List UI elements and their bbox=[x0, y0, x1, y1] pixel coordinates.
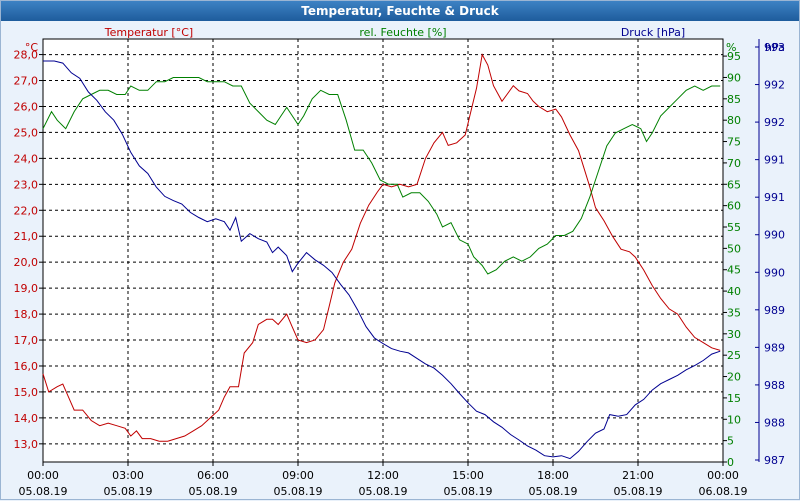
humidity-tick-label: 15 bbox=[727, 392, 741, 405]
pressure-tick-label: 991 bbox=[764, 191, 785, 204]
x-tick-date: 06.08.19 bbox=[699, 485, 748, 498]
x-tick-time: 12:00 bbox=[367, 469, 399, 482]
humidity-tick-label: 20 bbox=[727, 371, 741, 384]
temp-tick-label: 26,0 bbox=[14, 100, 39, 113]
humidity-tick-label: 70 bbox=[727, 157, 741, 170]
x-tick-time: 18:00 bbox=[537, 469, 569, 482]
humidity-tick-label: 45 bbox=[727, 264, 741, 277]
axis-layer: 00:00 05.08.19 03:00 05.08.19 06:00 05.08.19 0… bbox=[14, 39, 785, 498]
temp-tick-label: 21,0 bbox=[14, 230, 39, 243]
temp-tick-label: 20,0 bbox=[14, 256, 39, 269]
pressure-tick-label: 988 bbox=[764, 379, 785, 392]
series-layer bbox=[42, 53, 721, 460]
temp-tick-label: 15,0 bbox=[14, 386, 39, 399]
temp-tick-label: 17,0 bbox=[14, 334, 39, 347]
temp-tick-label: 27,0 bbox=[14, 75, 39, 88]
humidity-tick-label: 75 bbox=[727, 136, 741, 149]
humidity-tick-label: 0 bbox=[727, 456, 734, 469]
temperature-series-line bbox=[42, 53, 721, 442]
pressure-tick-label: 992 bbox=[764, 79, 785, 92]
humidity-axis-label: rel. Feuchte [%] bbox=[359, 26, 446, 39]
pressure-tick-label: 989 bbox=[764, 341, 785, 354]
x-tick-time: 06:00 bbox=[197, 469, 229, 482]
temp-tick-label: 24,0 bbox=[14, 152, 39, 165]
pressure-tick-label: 992 bbox=[764, 116, 785, 129]
x-tick-date: 05.08.19 bbox=[19, 485, 68, 498]
pressure-tick-label: 987 bbox=[764, 454, 785, 467]
x-tick-time: 09:00 bbox=[282, 469, 314, 482]
pressure-series-line bbox=[43, 60, 721, 460]
pressure-tick-label: 991 bbox=[764, 154, 785, 167]
temperature-unit: °C bbox=[25, 41, 39, 54]
temp-tick-label: 28,0 bbox=[14, 49, 39, 62]
grid-lines bbox=[43, 39, 723, 462]
humidity-tick-label: 80 bbox=[727, 114, 741, 127]
temp-tick-label: 16,0 bbox=[14, 360, 39, 373]
x-tick-date: 05.08.19 bbox=[614, 485, 663, 498]
x-tick-time: 03:00 bbox=[112, 469, 144, 482]
x-tick-time: 21:00 bbox=[622, 469, 654, 482]
temp-tick-label: 18,0 bbox=[14, 308, 39, 321]
pressure-tick-label: 990 bbox=[764, 229, 785, 242]
x-tick-date: 05.08.19 bbox=[274, 485, 323, 498]
temp-tick-label: 23,0 bbox=[14, 178, 39, 191]
humidity-tick-label: 30 bbox=[727, 328, 741, 341]
humidity-tick-label: 25 bbox=[727, 349, 741, 362]
pressure-unit: hPa bbox=[765, 41, 785, 54]
x-tick-date: 05.08.19 bbox=[104, 485, 153, 498]
humidity-tick-label: 35 bbox=[727, 306, 741, 319]
humidity-series-line bbox=[42, 77, 721, 275]
x-tick-time: 00:00 bbox=[27, 469, 59, 482]
humidity-tick-label: 95 bbox=[727, 50, 741, 63]
x-tick-time: 00:00 bbox=[707, 469, 739, 482]
temp-tick-label: 14,0 bbox=[14, 412, 39, 425]
temp-tick-label: 19,0 bbox=[14, 282, 39, 295]
temp-tick-label: 25,0 bbox=[14, 126, 39, 139]
humidity-tick-label: 90 bbox=[727, 71, 741, 84]
x-tick-date: 05.08.19 bbox=[359, 485, 408, 498]
humidity-tick-label: 65 bbox=[727, 178, 741, 191]
window-title: Temperatur, Feuchte & Druck bbox=[1, 1, 799, 21]
pressure-tick-label: 988 bbox=[764, 416, 785, 429]
humidity-tick-label: 60 bbox=[727, 200, 741, 213]
pressure-axis-label: Druck [hPa] bbox=[621, 26, 685, 39]
humidity-tick-label: 55 bbox=[727, 221, 741, 234]
x-tick-date: 05.08.19 bbox=[444, 485, 493, 498]
humidity-tick-label: 5 bbox=[727, 435, 734, 448]
pressure-tick-label: 990 bbox=[764, 266, 785, 279]
x-tick-date: 05.08.19 bbox=[529, 485, 578, 498]
temp-tick-label: 13,0 bbox=[14, 438, 39, 451]
pressure-tick-label: 993 bbox=[764, 41, 785, 54]
humidity-tick-label: 85 bbox=[727, 93, 741, 106]
humidity-tick-label: 40 bbox=[727, 285, 741, 298]
temp-tick-label: 22,0 bbox=[14, 204, 39, 217]
x-tick-date: 05.08.19 bbox=[189, 485, 238, 498]
temperature-axis-label: Temperatur [°C] bbox=[104, 26, 193, 39]
humidity-tick-label: 50 bbox=[727, 242, 741, 255]
humidity-tick-label: 10 bbox=[727, 413, 741, 426]
pressure-tick-label: 989 bbox=[764, 304, 785, 317]
humidity-unit: % bbox=[726, 41, 736, 54]
x-tick-time: 15:00 bbox=[452, 469, 484, 482]
